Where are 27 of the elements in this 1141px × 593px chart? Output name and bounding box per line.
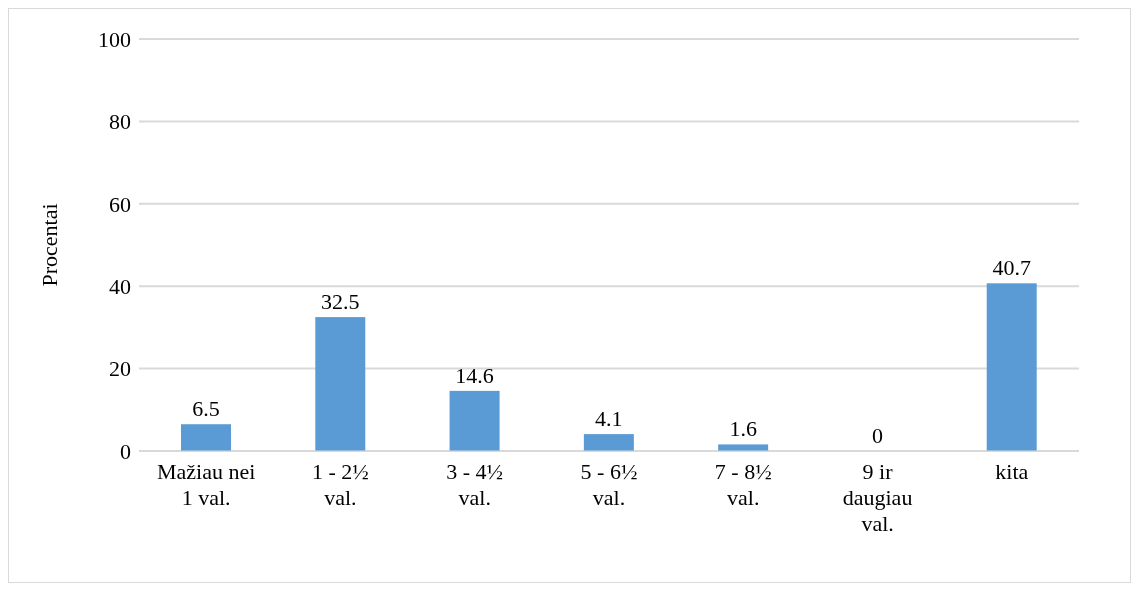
data-label: 32.5 xyxy=(321,289,360,315)
x-tick-label: Mažiau nei 1 val. xyxy=(156,459,256,510)
x-tick-label: 7 - 8½ val. xyxy=(714,459,772,510)
x-tick-label: 5 - 6½ val. xyxy=(580,459,638,510)
x-tick-label: 9 ir daugiau val. xyxy=(842,459,913,536)
bar xyxy=(315,317,366,451)
y-tick-label: 100 xyxy=(98,26,131,52)
y-tick-label: 40 xyxy=(109,274,131,300)
y-tick-label: 0 xyxy=(120,438,131,464)
bar xyxy=(583,434,634,451)
bar xyxy=(181,424,231,451)
bar xyxy=(718,444,769,451)
bar xyxy=(449,390,500,451)
data-label: 40.7 xyxy=(992,255,1031,281)
y-tick-label: 20 xyxy=(109,356,131,382)
y-axis-title: Procentai xyxy=(36,203,62,287)
y-tick-label: 60 xyxy=(109,191,131,217)
data-label: 14.6 xyxy=(455,362,494,388)
x-tick-label: 3 - 4½ val. xyxy=(446,459,504,510)
data-label: 0 xyxy=(871,423,883,448)
y-tick-label: 80 xyxy=(109,109,131,135)
bar xyxy=(986,283,1037,451)
x-tick-label: kita xyxy=(995,459,1029,484)
data-label: 6.5 xyxy=(192,396,220,422)
data-label: 1.6 xyxy=(729,416,757,442)
x-tick-label: 1 - 2½ val. xyxy=(312,459,369,510)
data-label: 4.1 xyxy=(595,406,623,432)
